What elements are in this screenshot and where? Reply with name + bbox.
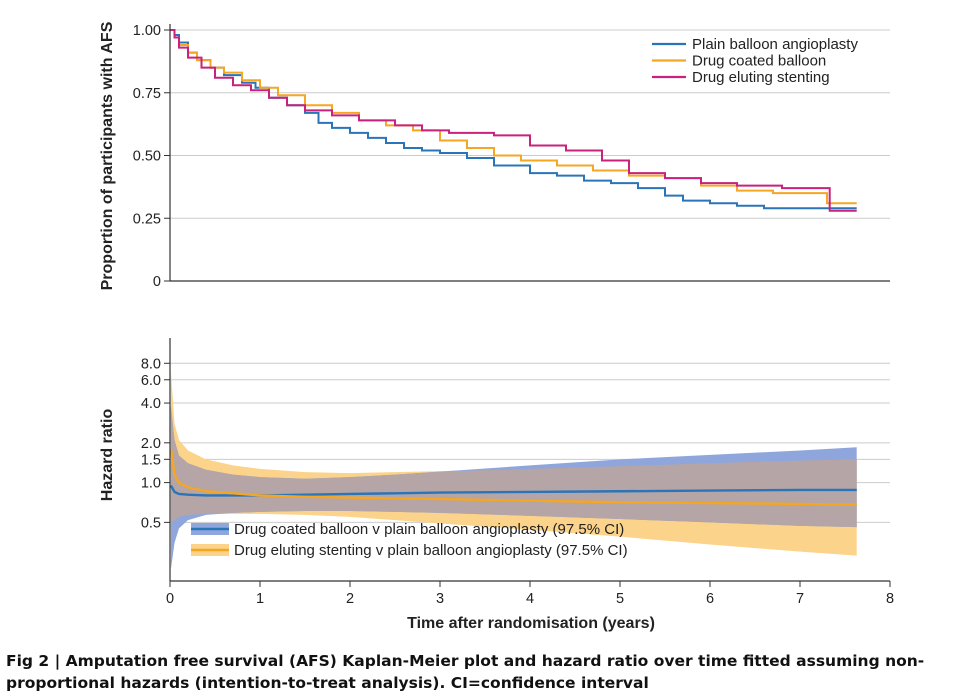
hr-series-line	[169, 484, 857, 497]
x-tick-label: 5	[616, 591, 624, 607]
km-panel: 0 0.25 0.50 0.75 1.00 Proportion of particip…	[99, 21, 890, 290]
km-legend-label: Plain balloon angioplasty	[692, 36, 858, 53]
hr-axes: 0.5 1.0 1.52.0 4.0 6.08.0 0 1 2 3 4 5 6 7 8	[141, 338, 894, 607]
x-axis-label: Time after randomisation (years)	[407, 615, 655, 632]
km-y-tick-label: 0.75	[133, 86, 161, 102]
x-tick-label: 6	[706, 591, 714, 607]
km-y-tick-label: 0	[153, 274, 161, 290]
x-tick-label: 2	[346, 591, 354, 607]
figure-caption: Fig 2 | Amputation free survival (AFS) K…	[6, 652, 925, 692]
x-tick-label: 4	[526, 591, 534, 607]
hr-y-axis-label: Hazard ratio	[99, 409, 116, 502]
km-y-tick-label: 0.25	[133, 211, 161, 227]
km-y-axis-label: Proportion of participants with AFS	[99, 21, 116, 290]
km-legend-label: Drug coated balloon	[692, 53, 826, 70]
km-series	[170, 29, 857, 212]
hr-series	[169, 448, 857, 506]
hr-y-tick-label: 1.5	[141, 452, 161, 468]
x-tick-label: 8	[886, 591, 894, 607]
hr-y-tick-label: 6.0	[141, 373, 161, 389]
figure: 00.250.500.751.00 Proportion of particip…	[99, 21, 894, 632]
km-y-tick-label: 0.50	[133, 149, 161, 165]
hr-legend-label: Drug coated balloon v plain balloon angi…	[234, 521, 624, 538]
km-y-tick-label: 1.00	[133, 23, 161, 39]
hr-y-tick-label: 4.0	[141, 396, 161, 412]
x-tick-label: 0	[166, 591, 174, 607]
x-tick-label: 3	[436, 591, 444, 607]
hr-y-tick-label: 2.0	[141, 436, 161, 452]
hr-y-tick-label: 0.5	[141, 515, 161, 531]
x-tick-label: 7	[796, 591, 804, 607]
km-grid	[170, 29, 890, 219]
hr-series-line	[169, 448, 857, 506]
km-axes: 0 0.25 0.50 0.75 1.00	[133, 23, 890, 290]
km-series-line	[170, 29, 857, 212]
km-legend-label: Drug eluting stenting	[692, 69, 830, 86]
x-tick-label: 1	[256, 591, 264, 607]
hr-ci-bands	[170, 370, 857, 570]
hr-panel: 0.5 1.0 1.52.0 4.0 6.08.0 0 1 2 3 4 5 6 7 8 Hazard ra…	[99, 338, 894, 632]
hr-legend-label: Drug eluting stenting v plain balloon an…	[234, 542, 628, 559]
hr-y-tick-label: 1.0	[141, 476, 161, 492]
hr-y-tick-label: 8.0	[141, 356, 161, 372]
hr-legend: Drug coated balloon v plain balloon angi…	[191, 521, 628, 559]
